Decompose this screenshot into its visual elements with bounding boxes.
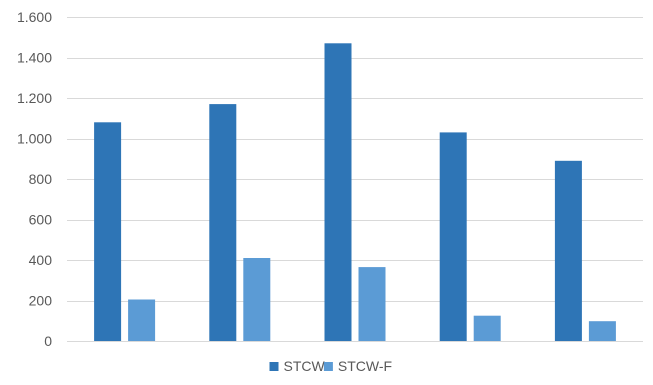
bar-stcw-f [359, 267, 386, 341]
bar-stcw [555, 161, 582, 341]
y-tick-label: 1.000 [17, 131, 52, 147]
y-tick-label: 1.200 [17, 90, 52, 106]
bars [94, 43, 616, 341]
bar-stcw [94, 122, 121, 341]
y-tick-label: 800 [29, 171, 53, 187]
bar-stcw-f [589, 321, 616, 341]
bar-stcw-f [474, 316, 501, 341]
y-tick-label: 400 [29, 252, 53, 268]
y-tick-label: 1.400 [17, 50, 52, 66]
bar-stcw-f [243, 258, 270, 341]
bar-stcw [209, 104, 236, 341]
legend-swatch [270, 362, 279, 371]
bar-stcw [440, 132, 467, 341]
bar-stcw-f [128, 300, 155, 342]
y-tick-label: 200 [29, 293, 53, 309]
legend-item: STCW [270, 358, 326, 374]
legend: STCW STCW-F [270, 358, 393, 374]
legend-label: STCW-F [338, 358, 392, 374]
y-axis-tick-labels: 0 200 400 600 800 1.000 1.200 1.400 1.600 [17, 9, 52, 349]
legend-label: STCW [284, 358, 326, 374]
y-tick-label: 1.600 [17, 9, 52, 25]
legend-item: STCW-F [324, 358, 392, 374]
y-tick-label: 600 [29, 212, 53, 228]
legend-swatch [324, 362, 333, 371]
y-tick-label: 0 [44, 333, 52, 349]
bar-stcw [325, 43, 352, 341]
